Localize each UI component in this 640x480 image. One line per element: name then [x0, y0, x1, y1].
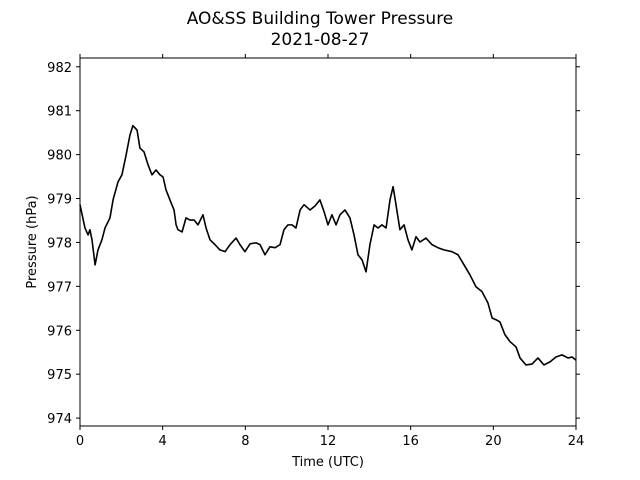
- x-tick-label: 16: [402, 434, 419, 449]
- y-tick-label: 975: [47, 368, 72, 383]
- x-tick-label: 24: [568, 434, 585, 449]
- x-tick-label: 12: [320, 434, 337, 449]
- y-tick-label: 979: [47, 193, 72, 208]
- y-tick-label: 977: [47, 280, 72, 295]
- x-tick-label: 20: [485, 434, 502, 449]
- y-tick-label: 981: [47, 105, 72, 120]
- data-line: [79, 124, 577, 366]
- chart-title: AO&SS Building Tower Pressure: [187, 9, 454, 29]
- y-tick-label: 974: [47, 412, 72, 427]
- y-tick-label: 980: [47, 149, 72, 164]
- x-tick-label: 0: [76, 434, 84, 449]
- y-axis-label: Pressure (hPa): [25, 195, 40, 288]
- y-tick-label: 982: [47, 61, 72, 76]
- chart-subtitle: 2021-08-27: [271, 30, 370, 50]
- y-tick-label: 978: [47, 236, 72, 251]
- x-tick-label: 8: [241, 434, 249, 449]
- x-tick-label: 4: [159, 434, 167, 449]
- y-tick-label: 976: [47, 324, 72, 339]
- plot-frame: [79, 57, 577, 427]
- x-axis-label: Time (UTC): [291, 455, 364, 470]
